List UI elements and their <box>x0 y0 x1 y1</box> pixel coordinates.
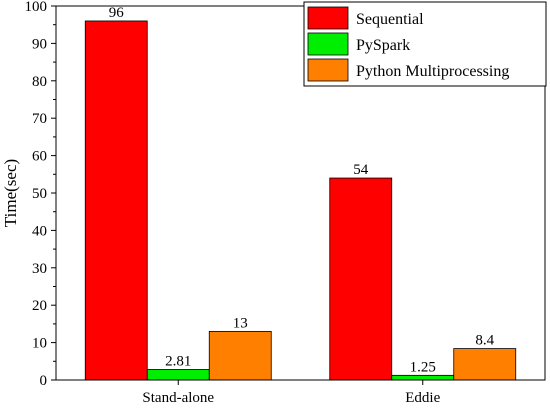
bar-sequential-stand-alone <box>84 20 148 381</box>
y-tick-label: 30 <box>32 261 47 277</box>
x-axis-ticks: Stand-alone Eddie <box>142 380 441 406</box>
legend-swatch <box>307 32 349 56</box>
x-tick-label: Eddie <box>405 390 440 406</box>
data-label: 13 <box>233 315 248 331</box>
y-tick-label: 80 <box>32 74 47 90</box>
plot-frame <box>55 5 546 381</box>
y-tick-label: 10 <box>32 336 47 352</box>
legend-label: Sequential <box>356 11 424 28</box>
data-label: 8.4 <box>475 333 494 349</box>
bar-sequential-eddie <box>329 177 393 381</box>
bar-python-multiprocessing-stand-alone <box>208 330 272 381</box>
data-label: 96 <box>109 5 125 21</box>
y-tick-label: 90 <box>32 36 47 52</box>
legend: Sequential PySpark Python Multiprocessing <box>303 1 547 87</box>
y-tick-label: 70 <box>32 111 47 127</box>
y-tick-label: 20 <box>32 298 47 314</box>
y-tick-label: 40 <box>32 223 47 239</box>
data-label: 1.25 <box>410 359 436 375</box>
bar-pyspark-eddie <box>391 374 455 381</box>
y-tick-label: 100 <box>25 0 48 15</box>
bar-group: 96 2.81 13 54 1.25 8.4 <box>84 5 517 381</box>
bar-python-multiprocessing-eddie <box>453 348 517 381</box>
x-tick-label: Stand-alone <box>142 390 214 406</box>
legend-swatch <box>307 58 349 82</box>
data-label: 2.81 <box>165 353 191 369</box>
y-axis-ticks: 0 10 20 30 40 50 60 70 80 90 100 <box>25 0 56 389</box>
y-tick-label: 60 <box>32 149 47 165</box>
data-label: 54 <box>353 162 369 178</box>
y-tick-label: 0 <box>40 373 48 389</box>
legend-label: Python Multiprocessing <box>356 63 509 80</box>
bar-pyspark-stand-alone <box>146 369 210 381</box>
legend-swatch <box>307 6 349 30</box>
legend-label: PySpark <box>356 37 410 54</box>
y-axis-title: Time(sec) <box>1 159 20 227</box>
y-tick-label: 50 <box>32 186 47 202</box>
